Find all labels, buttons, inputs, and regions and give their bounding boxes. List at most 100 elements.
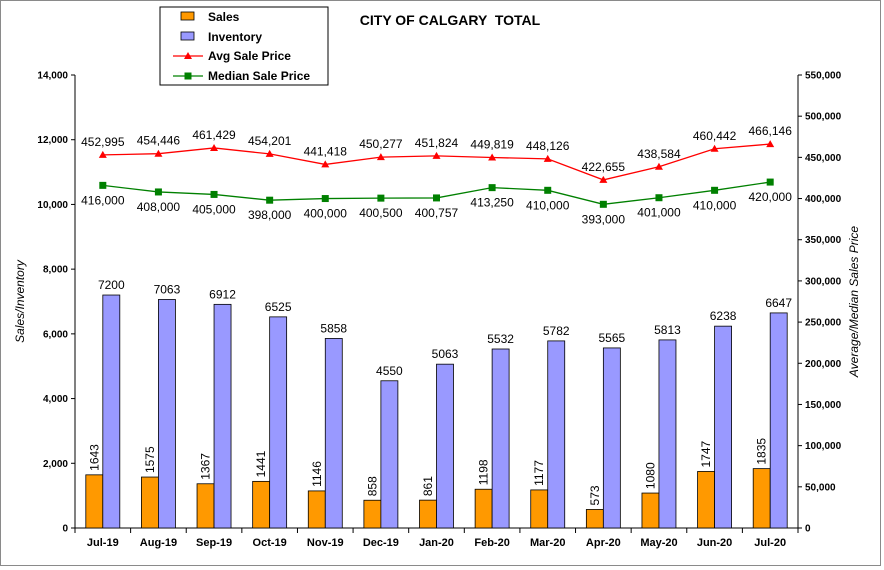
x-tick-label: Jun-20: [697, 537, 732, 549]
lines: [98, 140, 775, 208]
inventory-value-label: 5063: [432, 347, 459, 361]
legend-label: Inventory: [208, 30, 262, 44]
inventory-value-label: 7200: [98, 278, 125, 292]
sales-bar: [307, 490, 326, 529]
sales-value-label: 1080: [643, 462, 657, 489]
y-tick-label-left: 12,000: [37, 135, 68, 146]
inventory-bar: [602, 347, 621, 529]
median-price-label: 401,000: [637, 206, 681, 220]
avg-price-point: [488, 153, 497, 161]
avg-price-label: 461,429: [192, 128, 236, 142]
legend: Sales Inventory Avg Sale Price Median Sale …: [159, 6, 329, 86]
inventory-value-label: 5532: [487, 332, 514, 346]
median-price-label: 420,000: [748, 190, 792, 204]
bars: [85, 294, 788, 529]
median-price-point: [321, 195, 329, 203]
inventory-bar: [491, 348, 510, 529]
x-tick-label: Jan-20: [419, 537, 454, 549]
avg-price-point: [432, 151, 441, 159]
y-axis-right-title: Average/Median Sales Price: [847, 226, 861, 379]
median-price-point: [766, 178, 774, 186]
axes: 0 2,000 4,000 6,000 8,000 10,000 12,000 14,000 0…: [13, 71, 861, 550]
avg-price-point: [210, 143, 219, 151]
y-tick-label-right: 300,000: [805, 276, 842, 287]
sales-bar: [641, 492, 660, 529]
legend-swatch-inventory: [180, 31, 195, 41]
sales-bar: [697, 471, 715, 529]
y-tick-label-left: 6,000: [43, 329, 68, 340]
median-price-label: 400,500: [359, 206, 403, 220]
y-tick-label-right: 350,000: [805, 235, 842, 246]
y-tick-label-left: 0: [62, 524, 68, 535]
inventory-bar: [714, 325, 732, 529]
legend-label: Median Sale Price: [208, 69, 310, 83]
avg-price-label: 450,277: [359, 137, 403, 151]
median-price-point: [377, 194, 385, 202]
avg-price-label: 452,995: [81, 135, 125, 149]
x-tick-label: Oct-19: [253, 537, 287, 549]
sales-value-label: 861: [421, 476, 435, 496]
sales-bar: [85, 474, 104, 529]
inventory-bar: [213, 303, 232, 529]
y-tick-label-left: 14,000: [37, 71, 68, 82]
median-price-point: [266, 196, 274, 204]
inventory-value-label: 6525: [265, 300, 292, 314]
x-tick-label: Jul-19: [87, 537, 119, 549]
y-tick-label-left: 10,000: [37, 200, 68, 211]
sales-bar: [141, 476, 159, 529]
median-price-label: 393,000: [582, 212, 626, 226]
sales-value-label: 1835: [755, 438, 769, 465]
y-tick-label-right: 450,000: [805, 153, 842, 164]
median-price-label: 416,000: [81, 193, 125, 207]
sales-value-label: 1575: [143, 446, 157, 473]
inventory-bar: [158, 299, 176, 529]
data-labels: 1643 7200 1575 7063 1367 6912 1441 6525 1146 5858…: [81, 124, 792, 505]
x-tick-label: Dec-19: [363, 537, 399, 549]
avg-price-label: 454,446: [137, 134, 181, 148]
inventory-value-label: 6647: [765, 296, 792, 310]
inventory-bar: [324, 338, 343, 529]
median-price-label: 400,757: [415, 206, 459, 220]
sales-bar: [530, 489, 549, 529]
sales-value-label: 573: [588, 485, 602, 505]
x-tick-label: Feb-20: [474, 537, 509, 549]
sales-value-label: 1177: [532, 460, 546, 486]
avg-price-point: [376, 153, 385, 161]
avg-price-label: 451,824: [415, 136, 459, 150]
avg-price-label: 449,819: [470, 138, 514, 152]
avg-price-label: 454,201: [248, 134, 292, 148]
sales-bar: [474, 488, 493, 529]
inventory-bar: [769, 312, 788, 529]
avg-price-point: [98, 150, 107, 158]
inventory-value-label: 5813: [654, 323, 681, 337]
avg-price-label: 460,442: [693, 129, 737, 143]
median-price-label: 410,000: [526, 198, 570, 212]
avg-price-point: [710, 144, 719, 152]
sales-value-label: 1367: [199, 453, 213, 480]
sales-bar: [419, 499, 437, 529]
inventory-value-label: 4550: [376, 364, 403, 378]
inventory-bar: [436, 363, 454, 529]
median-price-point: [210, 190, 218, 198]
inventory-value-label: 5565: [598, 331, 625, 345]
x-tick-label: Jul-20: [754, 537, 786, 549]
avg-price-label: 422,655: [582, 160, 626, 174]
y-axis-left-title: Sales/Inventory: [13, 259, 27, 343]
median-price-label: 413,250: [470, 196, 514, 210]
y-tick-label-left: 4,000: [43, 394, 68, 405]
inventory-value-label: 5782: [543, 324, 570, 338]
sales-value-label: 1747: [699, 440, 713, 467]
median-price-point: [544, 186, 552, 194]
x-tick-label: Aug-19: [140, 537, 177, 549]
legend-label: Avg Sale Price: [208, 49, 291, 63]
y-tick-label-right: 100,000: [805, 441, 842, 452]
x-tick-label: Apr-20: [586, 537, 621, 549]
median-price-point: [599, 200, 607, 208]
sales-bar: [252, 480, 271, 529]
median-price-point: [99, 181, 107, 189]
median-price-point: [488, 184, 496, 192]
sales-bar: [752, 468, 771, 529]
x-tick-label: Sep-19: [196, 537, 232, 549]
y-tick-label-left: 2,000: [43, 459, 68, 470]
